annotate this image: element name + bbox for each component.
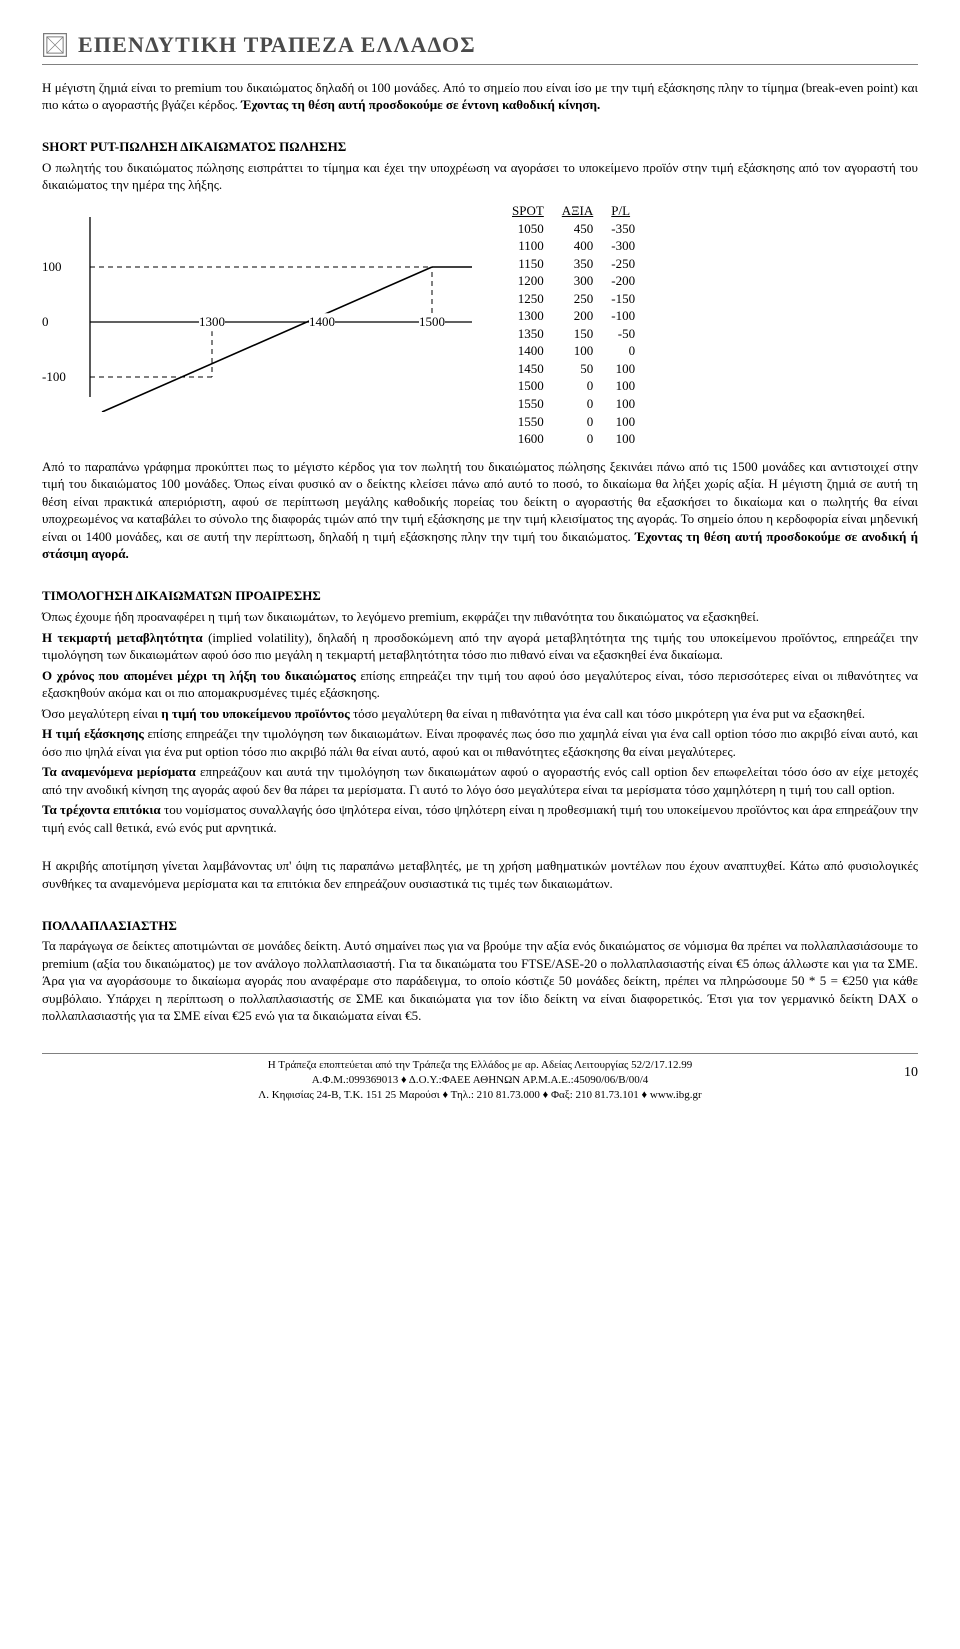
bank-name: ΕΠΕΝΔΥΤΙΚΗ ΤΡΑΠΕΖΑ ΕΛΛΑΔΟΣ (78, 30, 476, 60)
table-cell: -250 (611, 255, 653, 273)
table-row: 1350150-50 (512, 325, 653, 343)
pricing-p4: Όσο μεγαλύτερη είναι η τιμή του υποκείμε… (42, 705, 918, 723)
table-row: 16000100 (512, 430, 653, 448)
table-cell: 1550 (512, 395, 562, 413)
ylabel-0: 0 (42, 313, 49, 331)
table-cell: 1150 (512, 255, 562, 273)
intro-paragraph: Η μέγιστη ζημιά είναι το premium του δικ… (42, 79, 918, 114)
table-row: 15000100 (512, 377, 653, 395)
table-cell: 400 (562, 237, 611, 255)
table-cell: 1400 (512, 342, 562, 360)
table-cell: 100 (562, 342, 611, 360)
table-cell: 200 (562, 307, 611, 325)
page-footer: Η Τράπεζα εποπτεύεται από την Τράπεζα τη… (42, 1053, 918, 1103)
table-cell: 100 (611, 360, 653, 378)
pricing-p6: Τα αναμενόμενα μερίσματα επηρεάζουν και … (42, 763, 918, 798)
table-header: SPOT (512, 202, 562, 220)
table-cell: 0 (562, 430, 611, 448)
table-row: 1050450-350 (512, 220, 653, 238)
table-row: 1200300-200 (512, 272, 653, 290)
table-cell: 100 (611, 430, 653, 448)
table-cell: 1550 (512, 413, 562, 431)
table-cell: 350 (562, 255, 611, 273)
table-cell: 1050 (512, 220, 562, 238)
pricing-p2: Η τεκμαρτή μεταβλητότητα (implied volati… (42, 629, 918, 664)
multiplier-p1: Τα παράγωγα σε δείκτες αποτιμώνται σε μο… (42, 937, 918, 1025)
bank-header: ΕΠΕΝΔΥΤΙΚΗ ΤΡΑΠΕΖΑ ΕΛΛΑΔΟΣ (42, 30, 918, 65)
multiplier-title: ΠΟΛΛΑΠΛΑΣΙΑΣΤΗΣ (42, 917, 918, 935)
xlabel-1400: 1400 (309, 313, 335, 331)
table-row: 15500100 (512, 395, 653, 413)
table-cell: 1450 (512, 360, 562, 378)
pricing-p3: Ο χρόνος που απομένει μέχρι τη λήξη του … (42, 667, 918, 702)
table-cell: 100 (611, 377, 653, 395)
table-cell: 300 (562, 272, 611, 290)
table-cell: 0 (562, 395, 611, 413)
table-cell: 0 (611, 342, 653, 360)
table-row: 1150350-250 (512, 255, 653, 273)
pricing-title: ΤΙΜΟΛΟΓΗΣΗ ΔΙΚΑΙΩΜΑΤΩΝ ΠΡΟΑΙΡΕΣΗΣ (42, 587, 918, 605)
table-cell: -350 (611, 220, 653, 238)
pricing-p1: Όπως έχουμε ήδη προαναφέρει η τιμή των δ… (42, 608, 918, 626)
table-cell: 0 (562, 377, 611, 395)
ylabel-100: 100 (42, 258, 62, 276)
footer-l1: Η Τράπεζα εποπτεύεται από την Τράπεζα τη… (42, 1058, 918, 1073)
footer-l2: Α.Φ.Μ.:099369013 ♦ Δ.Ο.Υ.:ΦΑΕΕ ΑΘΗΝΩΝ ΑΡ… (42, 1073, 918, 1088)
footer-l3: Λ. Κηφισίας 24-Β, Τ.Κ. 151 25 Μαρούσι ♦ … (42, 1088, 918, 1103)
table-cell: 1350 (512, 325, 562, 343)
after-chart-p: Από το παραπάνω γράφημα προκύπτει πως το… (42, 458, 918, 563)
table-cell: 1100 (512, 237, 562, 255)
bank-logo-icon (42, 32, 68, 58)
table-cell: 1250 (512, 290, 562, 308)
xlabel-1500: 1500 (419, 313, 445, 331)
table-cell: 450 (562, 220, 611, 238)
table-cell: 150 (562, 325, 611, 343)
table-cell: 100 (611, 395, 653, 413)
table-cell: -50 (611, 325, 653, 343)
table-cell: 1600 (512, 430, 562, 448)
table-cell: 100 (611, 413, 653, 431)
short-put-title: SHORT PUT-ΠΩΛΗΣΗ ΔΙΚΑΙΩΜΑΤΟΣ ΠΩΛΗΣΗΣ (42, 138, 918, 156)
table-row: 145050100 (512, 360, 653, 378)
table-row: 1300200-100 (512, 307, 653, 325)
table-cell: 1300 (512, 307, 562, 325)
table-row: 15500100 (512, 413, 653, 431)
page-number: 10 (904, 1064, 918, 1083)
table-cell: -300 (611, 237, 653, 255)
table-cell: 1200 (512, 272, 562, 290)
chart-table-row: 100 0 -100 1300 1400 1500 SPOTΑΞΙΑP/L 10… (42, 202, 918, 448)
table-cell: -100 (611, 307, 653, 325)
payoff-table: SPOTΑΞΙΑP/L 1050450-3501100400-300115035… (512, 202, 653, 448)
payoff-chart: 100 0 -100 1300 1400 1500 (42, 202, 482, 412)
table-row: 1100400-300 (512, 237, 653, 255)
pricing-p8: Η ακριβής αποτίμηση γίνεται λαμβάνοντας … (42, 857, 918, 892)
table-header: ΑΞΙΑ (562, 202, 611, 220)
short-put-p1: Ο πωλητής του δικαιώματος πώλησης εισπρά… (42, 159, 918, 194)
ylabel-neg100: -100 (42, 368, 66, 386)
table-row: 1250250-150 (512, 290, 653, 308)
table-row: 14001000 (512, 342, 653, 360)
table-cell: -200 (611, 272, 653, 290)
table-cell: -150 (611, 290, 653, 308)
pricing-p7: Τα τρέχοντα επιτόκια του νομίσματος συνα… (42, 801, 918, 836)
pricing-p5: Η τιμή εξάσκησης επίσης επηρεάζει την τι… (42, 725, 918, 760)
table-header: P/L (611, 202, 653, 220)
table-cell: 1500 (512, 377, 562, 395)
table-cell: 0 (562, 413, 611, 431)
xlabel-1300: 1300 (199, 313, 225, 331)
table-cell: 250 (562, 290, 611, 308)
table-cell: 50 (562, 360, 611, 378)
